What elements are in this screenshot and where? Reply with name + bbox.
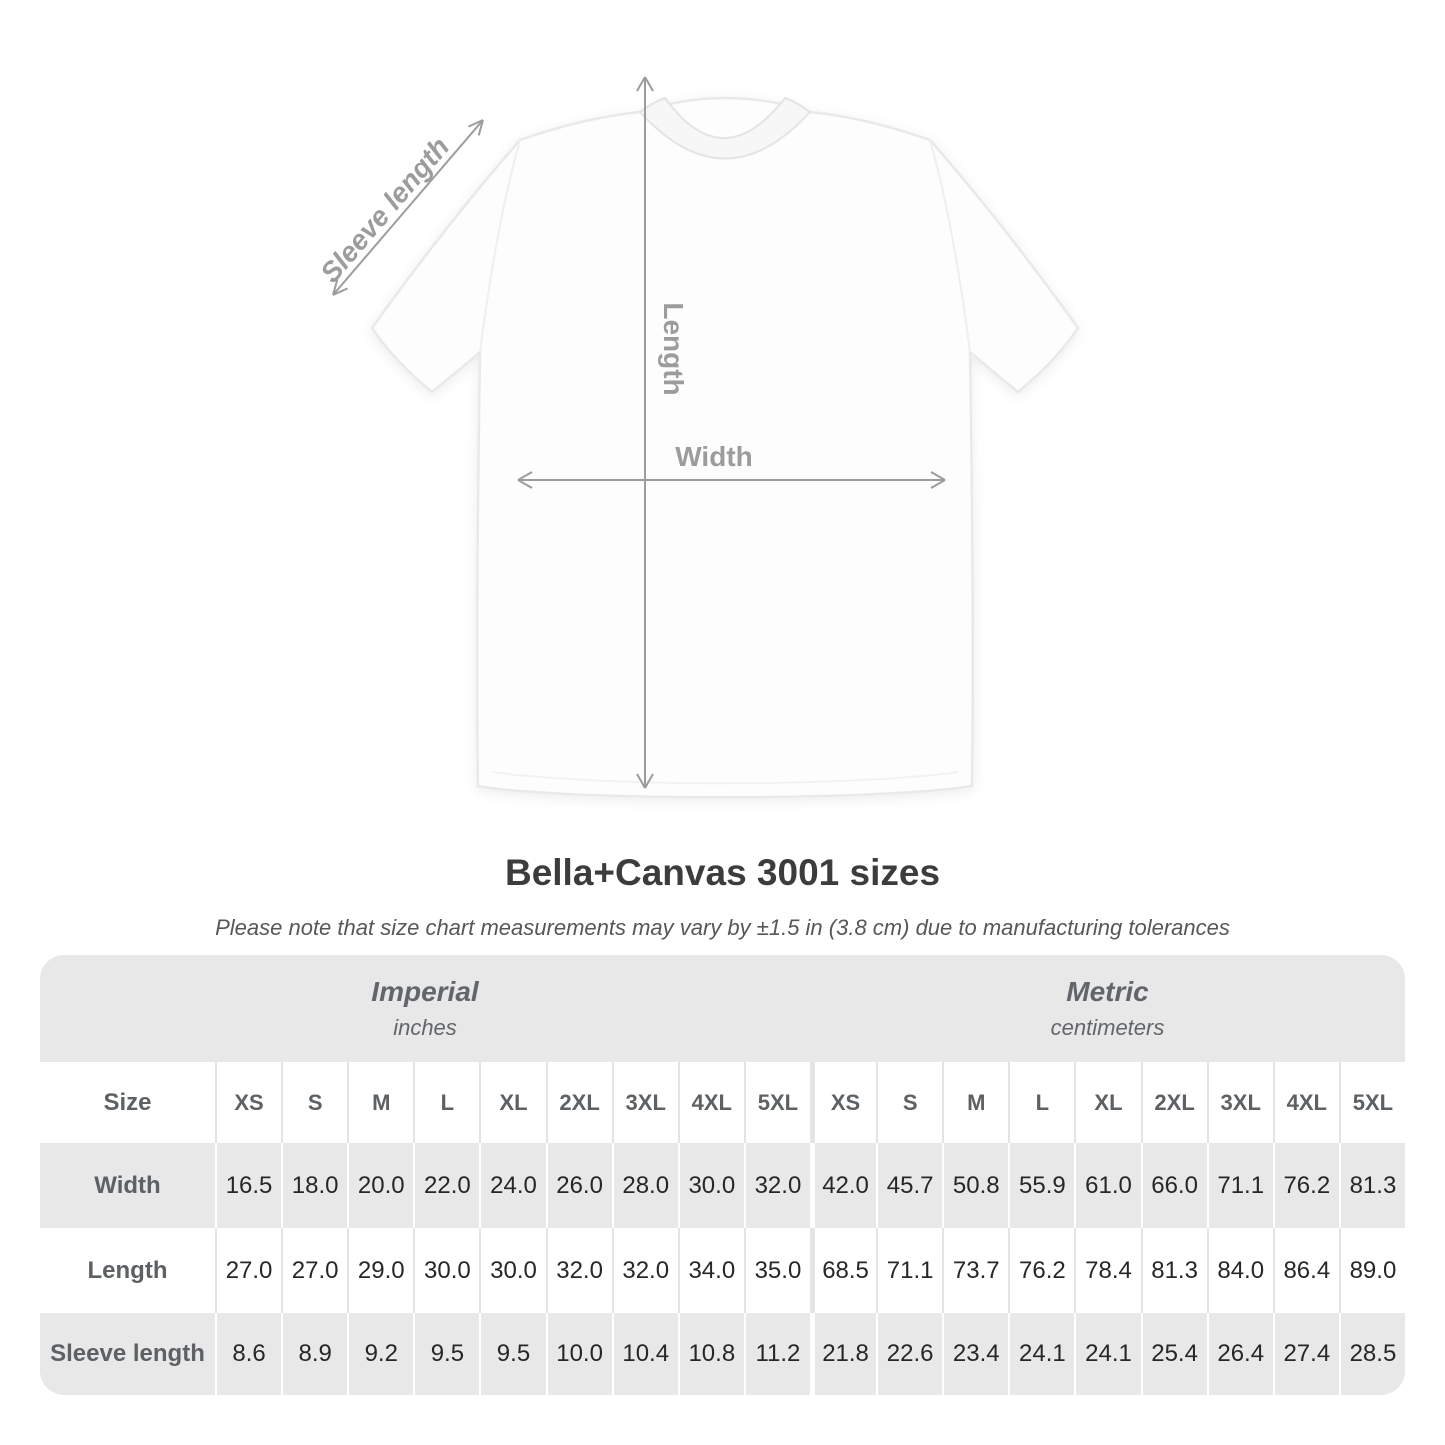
table-row: Width 16.5 18.0 20.0 22.0 24.0 26.0 28.0… <box>40 1143 1405 1228</box>
metric-section-label: Metric <box>1066 976 1149 1007</box>
table-cell: 84.0 <box>1206 1228 1273 1313</box>
table-cell: 68.5 <box>810 1228 876 1313</box>
size-corner-label: Size <box>103 1088 152 1116</box>
size-col-header: 4XL <box>1272 1062 1339 1143</box>
table-cell: 76.2 <box>1272 1143 1339 1228</box>
table-cell: 45.7 <box>876 1143 942 1228</box>
table-cell: 9.5 <box>479 1313 545 1395</box>
table-row: Sleeve length 8.6 8.9 9.2 9.5 9.5 10.0 1… <box>40 1313 1405 1395</box>
size-col-header: 4XL <box>677 1062 744 1143</box>
length-arrow <box>636 76 654 789</box>
tshirt-measurement-diagram: Length Width Sleeve length <box>314 76 1080 799</box>
table-cell: 30.0 <box>479 1228 545 1313</box>
table-cell: 21.8 <box>810 1313 876 1395</box>
size-col-header: S <box>876 1062 942 1143</box>
row-label-sleeve-length: Sleeve length <box>50 1340 205 1367</box>
table-cell: 29.0 <box>347 1228 413 1313</box>
table-cell: 16.5 <box>215 1143 281 1228</box>
table-cell: 32.0 <box>611 1228 678 1313</box>
collar <box>638 96 812 160</box>
table-cell: 24.0 <box>479 1143 545 1228</box>
size-table: Imperial inches Metric centimeters Size … <box>40 955 1405 1395</box>
table-cell: 86.4 <box>1272 1228 1339 1313</box>
table-cell: 42.0 <box>810 1143 876 1228</box>
size-col-header: XL <box>479 1062 545 1143</box>
imperial-section-header: Imperial inches <box>40 955 810 1062</box>
table-cell: 9.5 <box>413 1313 479 1395</box>
table-cell: 8.6 <box>215 1313 281 1395</box>
table-cell: 27.0 <box>281 1228 347 1313</box>
table-cell: 73.7 <box>942 1228 1008 1313</box>
size-col-header: XS <box>810 1062 876 1143</box>
width-arrow-label: Width <box>675 441 753 472</box>
table-cell: 81.3 <box>1338 1143 1405 1228</box>
width-arrow <box>517 471 946 489</box>
table-size-header-row: Size XS S M L XL 2XL 3XL 4XL 5XL XS S M … <box>40 1062 1405 1143</box>
metric-section-header: Metric centimeters <box>810 955 1405 1062</box>
table-cell: 10.4 <box>611 1313 678 1395</box>
table-cell: 55.9 <box>1008 1143 1074 1228</box>
table-cell: 26.4 <box>1206 1313 1273 1395</box>
row-label-length: Length <box>87 1256 168 1284</box>
table-cell: 27.4 <box>1272 1313 1339 1395</box>
size-col-header: M <box>347 1062 413 1143</box>
size-col-header: 2XL <box>1140 1062 1207 1143</box>
table-cell: 71.1 <box>876 1228 942 1313</box>
sleeve-length-arrow <box>332 119 484 296</box>
size-col-header: XL <box>1074 1062 1140 1143</box>
table-cell: 89.0 <box>1338 1228 1405 1313</box>
size-col-header: 3XL <box>611 1062 678 1143</box>
table-cell: 66.0 <box>1140 1143 1207 1228</box>
size-col-header: L <box>1008 1062 1074 1143</box>
table-cell: 11.2 <box>743 1313 810 1395</box>
table-cell: 22.6 <box>876 1313 942 1395</box>
size-col-header: 2XL <box>545 1062 612 1143</box>
table-cell: 35.0 <box>743 1228 810 1313</box>
table-section-header-row: Imperial inches Metric centimeters <box>40 955 1405 1062</box>
table-cell: 23.4 <box>942 1313 1008 1395</box>
size-col-header: S <box>281 1062 347 1143</box>
table-cell: 28.5 <box>1338 1313 1405 1395</box>
table-cell: 30.0 <box>677 1143 744 1228</box>
table-cell: 32.0 <box>743 1143 810 1228</box>
metric-section-unit: centimeters <box>1050 1015 1165 1040</box>
size-col-header: 5XL <box>1338 1062 1405 1143</box>
table-row: Length 27.0 27.0 29.0 30.0 30.0 32.0 32.… <box>40 1228 1405 1313</box>
table-cell: 26.0 <box>545 1143 612 1228</box>
table-cell: 32.0 <box>545 1228 612 1313</box>
table-cell: 28.0 <box>611 1143 678 1228</box>
table-cell: 9.2 <box>347 1313 413 1395</box>
imperial-section-unit: inches <box>393 1015 457 1040</box>
size-col-header: 5XL <box>743 1062 810 1143</box>
table-cell: 34.0 <box>677 1228 744 1313</box>
size-col-header: L <box>413 1062 479 1143</box>
table-cell: 25.4 <box>1140 1313 1207 1395</box>
page-title: Bella+Canvas 3001 sizes <box>504 852 941 893</box>
table-cell: 50.8 <box>942 1143 1008 1228</box>
table-cell: 81.3 <box>1140 1228 1207 1313</box>
table-cell: 71.1 <box>1206 1143 1273 1228</box>
imperial-section-label: Imperial <box>371 976 479 1007</box>
page-subtitle: Please note that size chart measurements… <box>215 915 1230 940</box>
table-cell: 78.4 <box>1074 1228 1140 1313</box>
table-cell: 24.1 <box>1008 1313 1074 1395</box>
table-cell: 18.0 <box>281 1143 347 1228</box>
table-cell: 61.0 <box>1074 1143 1140 1228</box>
size-col-header: M <box>942 1062 1008 1143</box>
row-label-width: Width <box>94 1171 161 1199</box>
table-cell: 10.8 <box>677 1313 744 1395</box>
size-col-header: 3XL <box>1206 1062 1273 1143</box>
table-cell: 24.1 <box>1074 1313 1140 1395</box>
length-arrow-label: Length <box>658 302 689 395</box>
tshirt-illustration <box>370 96 1080 799</box>
table-cell: 76.2 <box>1008 1228 1074 1313</box>
table-cell: 10.0 <box>545 1313 612 1395</box>
size-col-header: XS <box>215 1062 281 1143</box>
table-cell: 22.0 <box>413 1143 479 1228</box>
table-cell: 20.0 <box>347 1143 413 1228</box>
table-cell: 8.9 <box>281 1313 347 1395</box>
table-cell: 27.0 <box>215 1228 281 1313</box>
table-cell: 30.0 <box>413 1228 479 1313</box>
